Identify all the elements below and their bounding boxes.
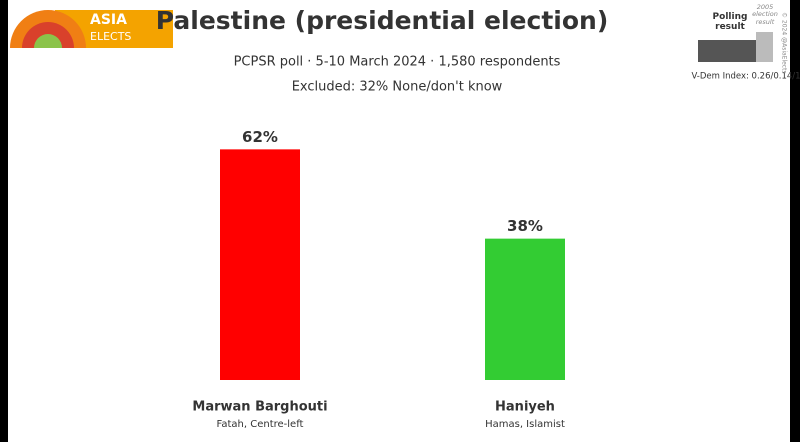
bar [220,149,300,380]
logo-text: ASIA [90,12,127,28]
category-sublabel: Hamas, Islamist [485,419,565,430]
legend-election: 2005 election result [752,3,778,26]
legend-swatch-polling [698,40,756,62]
logo-text: ELECTS [90,30,131,43]
category-label: Marwan Barghouti [192,400,327,415]
category-sublabel: Fatah, Centre-left [217,419,304,430]
chart-subtitle: PCPSR poll · 5-10 March 2024 · 1,580 res… [234,55,561,70]
chart-note: Excluded: 32% None/don't know [292,80,503,95]
copyright: © 2024 @AsiaElects [781,12,788,74]
bar [485,238,565,380]
value-label: 62% [242,128,278,146]
legend-index: V-Dem Index: 0.26/0.14/1 [691,72,800,82]
background [8,0,790,442]
category-label: Haniyeh [495,400,555,415]
legend-polling: Polling result [712,12,748,33]
logo-sun-core [34,34,62,48]
value-label: 38% [507,217,543,235]
chart-title: Palestine (presidential election) [156,6,609,35]
logo: ASIA ELECTS [10,10,173,48]
legend-swatch-election [756,32,773,62]
